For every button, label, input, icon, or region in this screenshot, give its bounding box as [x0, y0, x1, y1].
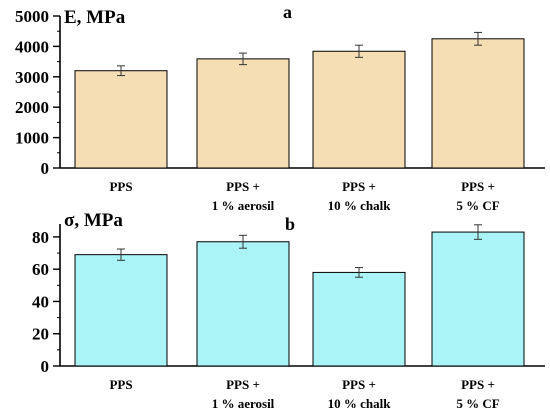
y-tick-label: 5000 — [15, 7, 49, 26]
y-tick-label: 60 — [32, 260, 49, 279]
y-tick-label: 2000 — [15, 98, 49, 117]
x-category-label: PPS — [109, 179, 132, 194]
x-category-label: 10 % chalk — [328, 198, 392, 213]
bar — [312, 271, 406, 367]
y-axis-title: E, MPa — [64, 7, 126, 28]
y-axis-title: σ, MPa — [64, 210, 123, 231]
x-category-label: 10 % chalk — [328, 396, 392, 411]
x-category-label: PPS + — [226, 179, 260, 194]
x-category-label: 1 % aerosil — [212, 396, 275, 411]
x-category-label: 5 % CF — [456, 396, 499, 411]
y-tick-label: 80 — [32, 228, 49, 247]
y-tick-label: 20 — [32, 325, 49, 344]
bar — [312, 50, 406, 169]
y-tick-label: 0 — [41, 159, 50, 178]
y-tick-label: 4000 — [15, 37, 49, 56]
y-tick-label: 1000 — [15, 129, 49, 148]
x-category-label: PPS — [109, 377, 132, 392]
y-tick-label: 0 — [41, 357, 50, 376]
bar — [196, 58, 290, 169]
y-tick-label: 3000 — [15, 68, 49, 87]
x-category-label: 5 % CF — [456, 198, 499, 213]
x-category-label: PPS + — [226, 377, 260, 392]
panel-letter: a — [283, 2, 292, 22]
x-category-label: PPS + — [342, 377, 376, 392]
x-category-label: 1 % aerosil — [212, 198, 275, 213]
x-category-label: PPS + — [461, 179, 495, 194]
x-category-label: PPS + — [461, 377, 495, 392]
bar — [431, 231, 525, 367]
y-tick-label: 40 — [32, 292, 49, 311]
panel-letter: b — [285, 214, 295, 234]
x-category-label: PPS + — [342, 179, 376, 194]
bar — [196, 241, 290, 367]
bar — [74, 254, 168, 367]
bar — [431, 38, 525, 169]
bar — [74, 70, 168, 169]
